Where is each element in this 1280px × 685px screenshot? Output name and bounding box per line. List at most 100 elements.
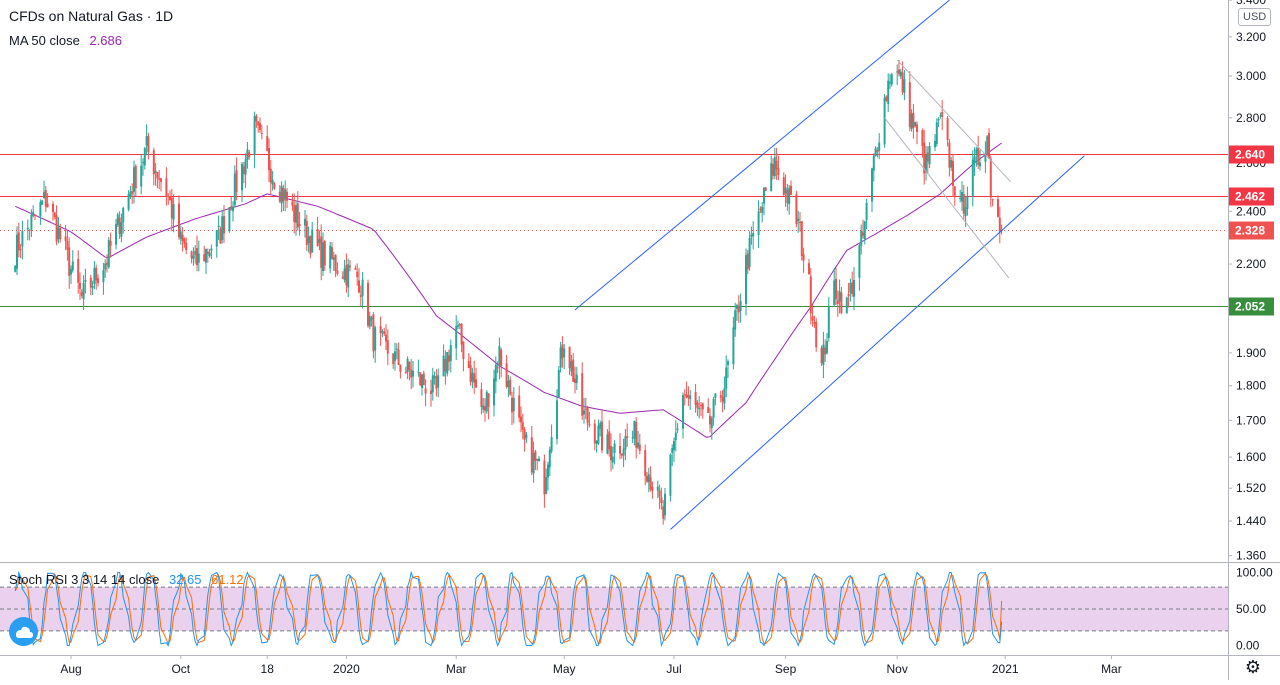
candle-body bbox=[140, 166, 142, 187]
candle-body bbox=[57, 228, 59, 240]
candle-body bbox=[788, 188, 790, 204]
candle-body bbox=[828, 307, 830, 338]
candle-body bbox=[41, 201, 43, 205]
candle-body bbox=[16, 235, 18, 269]
candle-body bbox=[293, 205, 295, 222]
candle-body bbox=[205, 249, 207, 263]
candle-body bbox=[911, 114, 913, 129]
candle-body bbox=[358, 281, 360, 293]
candle-body bbox=[155, 171, 157, 173]
candle-body bbox=[776, 161, 778, 170]
candle-body bbox=[354, 268, 356, 270]
candle-body bbox=[659, 490, 661, 496]
candle-body bbox=[297, 204, 299, 228]
candle-body bbox=[696, 403, 698, 409]
candle-body bbox=[700, 405, 702, 406]
candle-body bbox=[394, 351, 396, 360]
candle-body bbox=[833, 280, 835, 304]
candle-body bbox=[947, 118, 949, 140]
candle-body bbox=[839, 291, 841, 301]
candle-body bbox=[493, 379, 495, 406]
candle-body bbox=[941, 112, 943, 117]
candle-body bbox=[308, 236, 310, 243]
candle-body bbox=[261, 133, 263, 134]
candle-body bbox=[419, 372, 421, 385]
candle-body bbox=[318, 239, 320, 243]
falling-wedge-line bbox=[885, 118, 1009, 278]
candle-body bbox=[815, 322, 817, 347]
candle-body bbox=[345, 265, 347, 285]
candle-body bbox=[430, 391, 432, 394]
candle-body bbox=[347, 264, 349, 287]
candle-body bbox=[785, 188, 787, 194]
ma-value: 2.686 bbox=[89, 33, 122, 48]
time-tick-label: Sep bbox=[775, 662, 797, 676]
candle-body bbox=[437, 375, 439, 387]
candle-body bbox=[963, 194, 965, 214]
level-badge-label: 2.462 bbox=[1235, 190, 1265, 204]
candle-body bbox=[372, 314, 374, 351]
candle-body bbox=[169, 196, 171, 200]
candle-body bbox=[725, 368, 727, 389]
candle-body bbox=[257, 121, 259, 125]
candle-body bbox=[279, 192, 281, 202]
candle-body bbox=[990, 159, 992, 198]
candle-body bbox=[687, 395, 689, 398]
legend-stoch-row[interactable]: Stoch RSI 3 3 14 14 close 32.65 61.12 bbox=[9, 572, 244, 587]
candle-body bbox=[507, 381, 509, 387]
candle-body bbox=[934, 141, 936, 147]
candle-body bbox=[180, 231, 182, 238]
candle-body bbox=[196, 248, 198, 265]
candle-body bbox=[534, 451, 536, 461]
candle-body bbox=[648, 474, 650, 482]
candle-body bbox=[398, 350, 400, 365]
candle-body bbox=[714, 393, 716, 397]
currency-badge[interactable]: USD bbox=[1238, 8, 1271, 26]
candle-body bbox=[520, 416, 522, 422]
candle-body bbox=[486, 392, 488, 412]
time-tick-label: 18 bbox=[261, 662, 275, 676]
candle-body bbox=[669, 455, 671, 496]
candle-body bbox=[599, 423, 601, 429]
candle-body bbox=[556, 400, 558, 438]
candle-body bbox=[992, 199, 994, 200]
candle-body bbox=[916, 124, 918, 132]
tradingview-logo-icon[interactable] bbox=[9, 617, 38, 646]
candle-body bbox=[241, 164, 243, 190]
candle-body bbox=[524, 429, 526, 440]
candle-body bbox=[975, 149, 977, 154]
candle-body bbox=[317, 229, 319, 246]
candle-body bbox=[349, 266, 351, 267]
candle-body bbox=[747, 254, 749, 270]
candle-body bbox=[374, 327, 376, 350]
candle-body bbox=[70, 269, 72, 274]
candle-body bbox=[713, 399, 715, 418]
gear-icon[interactable]: ⚙ bbox=[1243, 657, 1263, 677]
candle-body bbox=[619, 446, 621, 454]
candle-body bbox=[417, 372, 419, 373]
candle-body bbox=[547, 464, 549, 477]
candle-body bbox=[65, 236, 67, 241]
candle-body bbox=[356, 272, 358, 277]
candle-body bbox=[671, 448, 673, 453]
candle-body bbox=[732, 327, 734, 364]
candle-body bbox=[110, 241, 112, 246]
candle-body bbox=[104, 263, 106, 269]
candle-body bbox=[482, 406, 484, 410]
candle-body bbox=[160, 178, 162, 181]
candle-body bbox=[536, 459, 538, 461]
candle-body bbox=[216, 230, 218, 246]
candle-body bbox=[786, 190, 788, 203]
candle-body bbox=[14, 266, 16, 272]
candle-body bbox=[192, 256, 194, 259]
price-tick-label: 2.200 bbox=[1236, 257, 1266, 271]
candle-body bbox=[470, 365, 472, 382]
legend-ma-row[interactable]: MA 50 close 2.686 bbox=[9, 33, 122, 48]
candle-body bbox=[673, 441, 675, 450]
candle-body bbox=[950, 160, 952, 168]
candle-body bbox=[723, 388, 725, 403]
candle-body bbox=[167, 196, 169, 197]
candle-body bbox=[988, 133, 990, 159]
candle-body bbox=[144, 148, 146, 165]
